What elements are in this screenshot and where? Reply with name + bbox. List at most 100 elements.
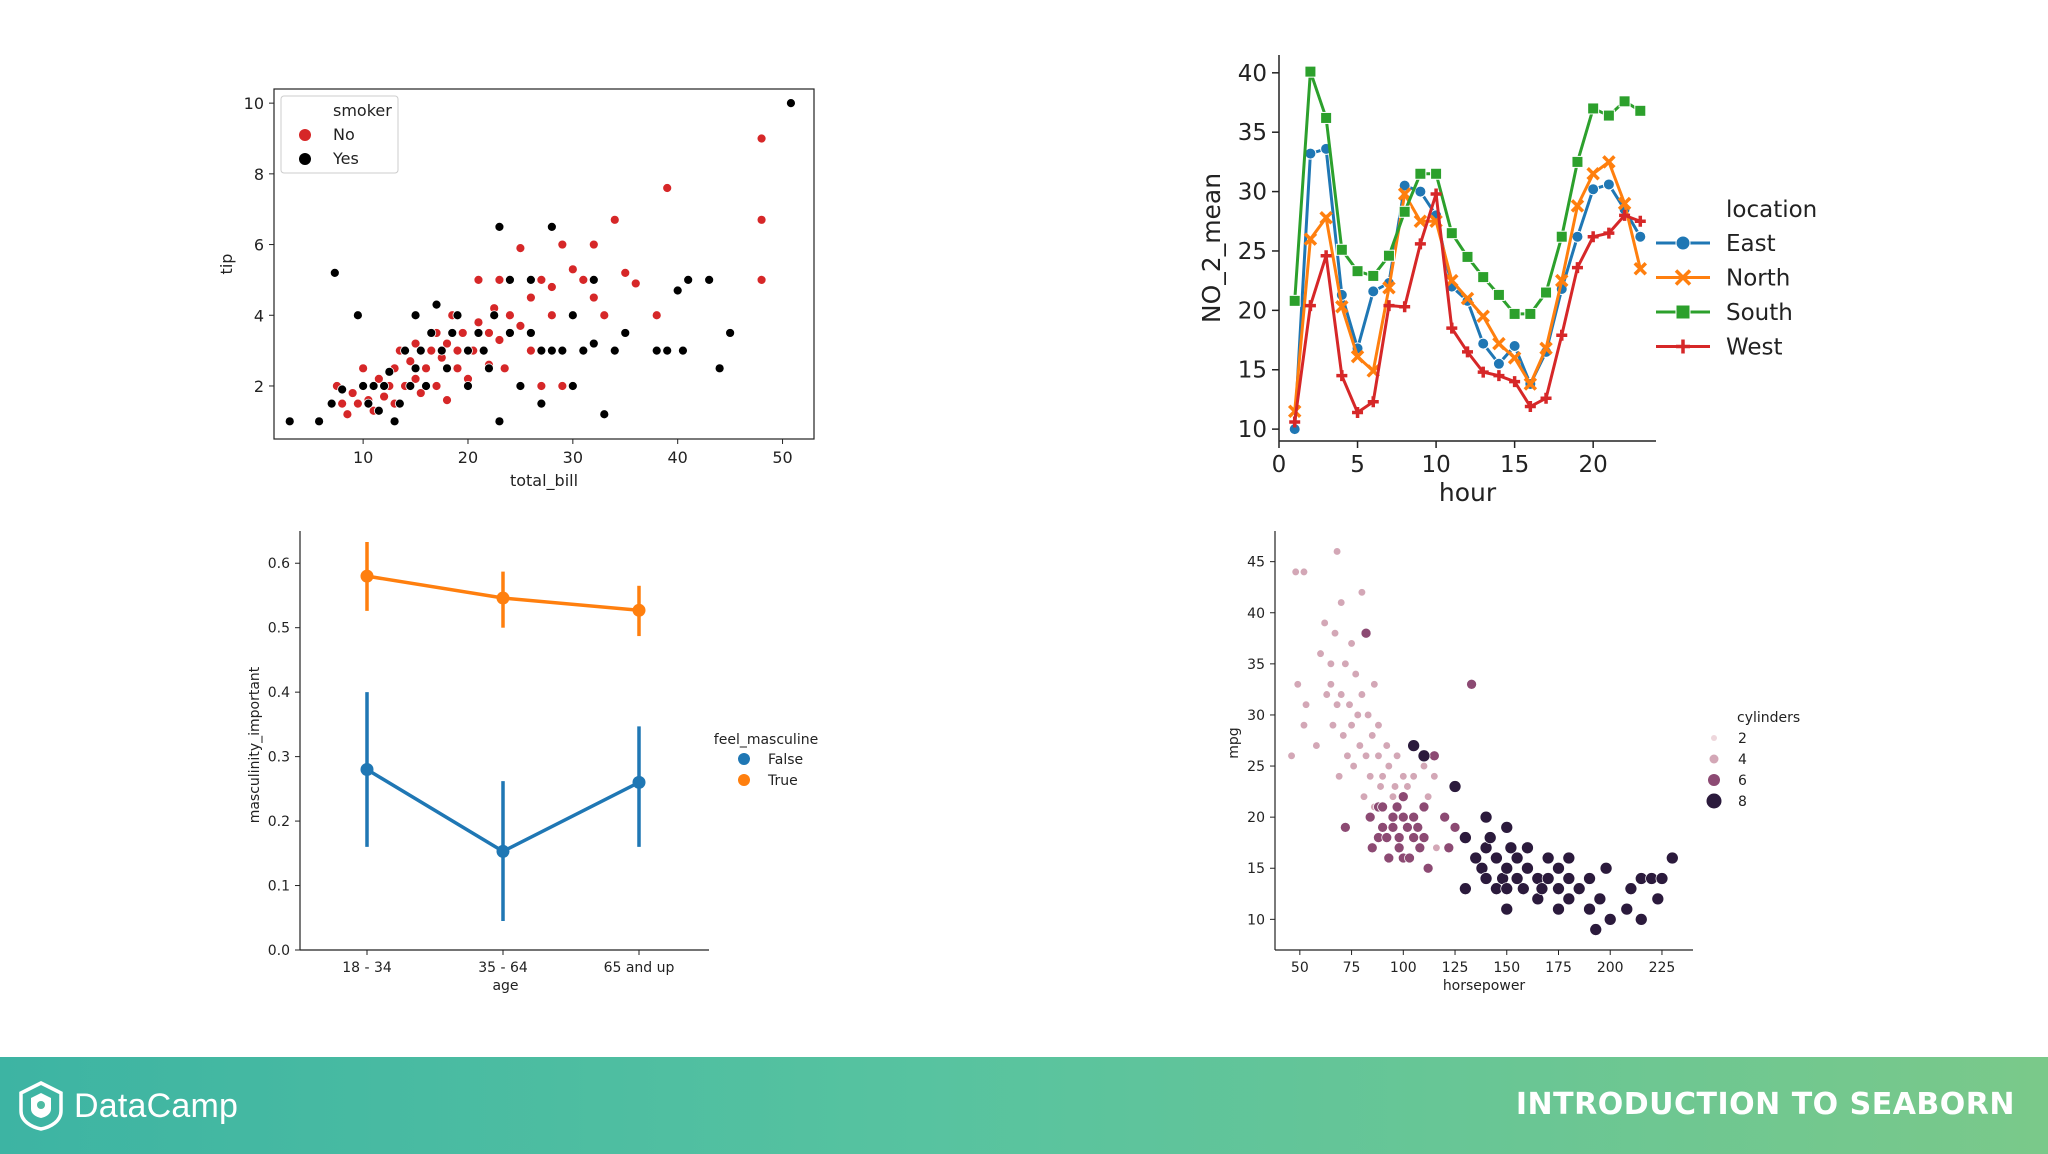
data-point-no: [442, 338, 452, 349]
data-point-no: [536, 275, 547, 285]
data-point-yes: [410, 363, 421, 374]
legend-label: True: [767, 773, 798, 789]
legend-marker: [1711, 735, 1717, 741]
legend-box: [280, 95, 399, 174]
data-point-cyl-4: [1293, 680, 1302, 689]
data-point-no: [546, 310, 557, 321]
y-tick-label: 20: [1238, 298, 1267, 324]
legend-title: location: [1726, 197, 1817, 223]
data-point-cyl-8: [1599, 861, 1613, 875]
data-point-west: [1603, 227, 1615, 239]
data-point-west: [1320, 250, 1332, 262]
data-point-west: [1634, 215, 1646, 227]
data-point-yes: [588, 275, 599, 285]
data-point-no: [651, 310, 662, 321]
data-point-north: [1633, 262, 1648, 276]
data-point-cyl-6: [1408, 832, 1419, 843]
y-tick-label: 30: [1238, 180, 1267, 206]
data-point-cyl-6: [1393, 832, 1405, 843]
data-point-yes: [426, 328, 437, 338]
x-tick-label: 20: [458, 448, 478, 467]
data-point-south: [1555, 230, 1568, 243]
data-point-no: [352, 398, 363, 409]
data-point-south: [1367, 269, 1380, 282]
legend-marker: [1675, 235, 1691, 251]
legend-marker: [299, 153, 311, 165]
data-point-yes: [620, 328, 631, 338]
data-point-cyl-4: [1374, 751, 1383, 760]
data-point-cyl-8: [1469, 851, 1483, 865]
chart-masculinity: 0.0 0.1 0.2 0.3 0.4 0.5 0.6 18 - 34 35 - 64 65 an…: [247, 531, 818, 994]
data-point-cyl-8: [1448, 780, 1462, 793]
data-point-cyl-6: [1428, 750, 1440, 762]
data-point-cyl-4: [1376, 782, 1385, 791]
data-point-north: [1555, 273, 1569, 288]
data-point-cyl-4: [1299, 721, 1309, 730]
data-point-cyl-6: [1397, 791, 1409, 803]
data-point-north: [1397, 187, 1412, 201]
data-point-cyl-4: [1355, 741, 1364, 750]
data-point-south: [1571, 155, 1584, 168]
data-point-no: [442, 395, 452, 406]
data-point-no: [756, 214, 767, 225]
data-point-no: [415, 388, 426, 398]
data-point-yes: [394, 398, 405, 409]
data-point-no: [578, 275, 589, 285]
data-point-yes: [786, 98, 796, 109]
data-point-cyl-4: [1328, 721, 1338, 730]
data-point-cyl-4: [1361, 751, 1371, 760]
legend-label: 6: [1738, 773, 1747, 789]
data-point-south: [1508, 307, 1521, 320]
data-point-cyl-4: [1330, 629, 1340, 638]
data-point-cyl-6: [1418, 801, 1430, 813]
y-tick-label: 0.1: [268, 879, 290, 895]
data-point-no: [620, 267, 631, 278]
data-point-no: [379, 391, 389, 402]
data-point-yes: [447, 328, 458, 338]
legend-marker: [1709, 754, 1719, 764]
legend-marker: [1706, 793, 1722, 809]
data-point-cyl-6: [1412, 822, 1424, 833]
data-point-cyl-4: [1351, 669, 1360, 679]
data-point-yes: [557, 345, 568, 356]
data-point-cyl-4: [1419, 761, 1429, 771]
data-point-cyl-4: [1326, 659, 1336, 669]
data-point-cyl-6: [1466, 678, 1477, 690]
y-tick-label: 20: [1247, 810, 1265, 826]
data-point-cyl-4: [1322, 690, 1331, 699]
data-point-cyl-8: [1583, 902, 1596, 916]
data-point-cyl-4: [1316, 649, 1325, 658]
x-tick-label: 0: [1272, 452, 1287, 478]
data-point-cyl-8: [1665, 851, 1679, 865]
data-point-cyl-4: [1339, 731, 1348, 740]
y-tick-label: 35: [1238, 120, 1267, 146]
data-point-cyl-4: [1337, 690, 1346, 699]
y-axis-label: mpg: [1226, 727, 1242, 758]
data-point-cyl-8: [1521, 841, 1534, 855]
data-point-no: [515, 243, 526, 253]
data-point-yes: [436, 345, 447, 356]
data-point-west: [1477, 366, 1489, 378]
legend-label: 8: [1738, 794, 1747, 810]
data-point-yes: [678, 345, 688, 356]
data-point-cyl-6: [1366, 842, 1378, 854]
data-point-no: [410, 373, 421, 384]
x-tick-label: 50: [1291, 960, 1309, 976]
data-point-yes: [463, 381, 473, 391]
data-point-west: [1336, 370, 1348, 382]
y-tick-label: 6: [254, 236, 264, 255]
data-point-no: [630, 278, 641, 289]
data-point-cyl-4: [1345, 700, 1354, 709]
datacamp-logo[interactable]: DataCamp: [18, 1079, 238, 1133]
data-point-cyl-4: [1384, 761, 1393, 771]
y-axis-label: tip: [217, 254, 236, 275]
data-point-false: [360, 763, 374, 777]
data-point-yes: [525, 328, 536, 338]
data-point-cyl-4: [1382, 741, 1391, 750]
data-point-cyl-8: [1572, 882, 1586, 896]
data-point-cyl-8: [1541, 872, 1555, 885]
data-point-cyl-8: [1500, 821, 1514, 834]
data-point-north: [1413, 214, 1428, 229]
data-point-cyl-4: [1320, 618, 1329, 628]
data-point-cyl-8: [1417, 749, 1431, 763]
